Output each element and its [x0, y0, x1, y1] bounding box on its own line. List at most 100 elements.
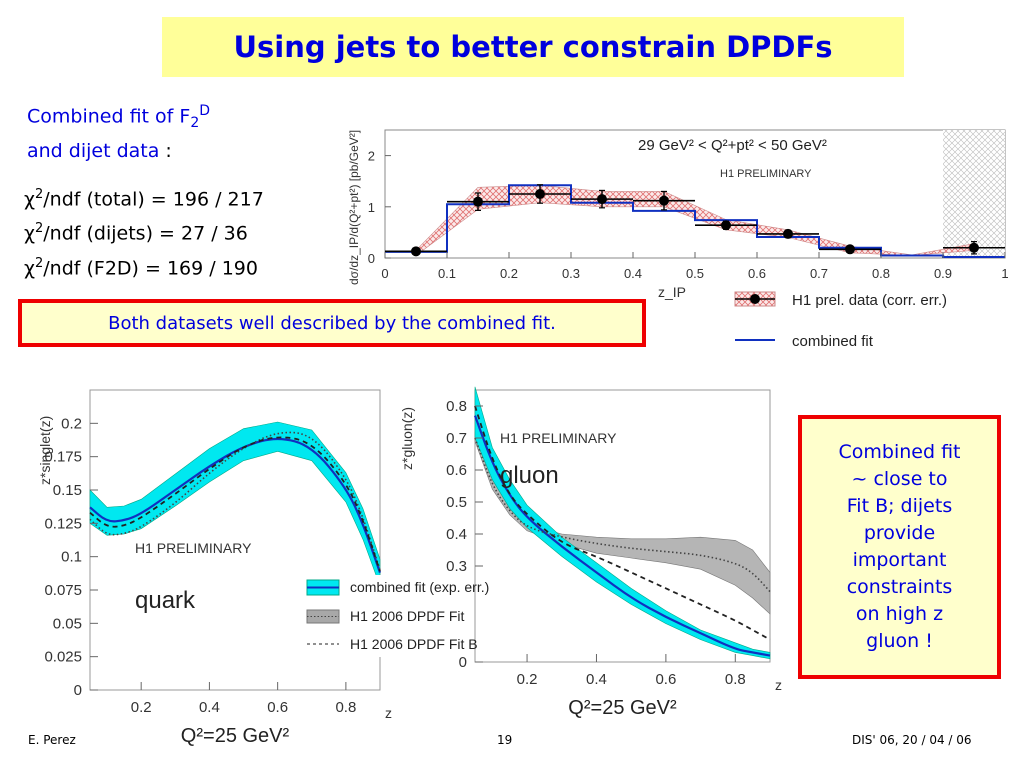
- data-point: [473, 196, 483, 207]
- x-tick-label: 0: [381, 266, 388, 281]
- slide-title: Using jets to better constrain DPDFs: [233, 30, 833, 64]
- y-tick-label: 0: [368, 251, 375, 266]
- footer-conference: DIS' 06, 20 / 04 / 06: [852, 733, 972, 747]
- chi-sup: 2: [34, 255, 44, 271]
- chi-sup: 2: [34, 187, 44, 202]
- chart-title: 29 GeV² < Q²+pt² < 50 GeV²: [638, 137, 827, 154]
- x-tick-label: 0.1: [438, 266, 456, 281]
- combined-fit-line: [89, 437, 382, 574]
- data-point: [969, 242, 979, 253]
- data-point: [411, 246, 421, 257]
- y-axis-label: z*gluon(z): [399, 407, 415, 470]
- intro-sup: D: [199, 103, 211, 119]
- y-tick-label: 0.125: [44, 515, 82, 532]
- chi2-total: χ2/ndf (total) = 196 / 217: [24, 180, 264, 214]
- pdf-label: gluon: [500, 462, 559, 489]
- data-point: [721, 220, 731, 231]
- excluded-region: [943, 130, 1005, 258]
- callout-datasets-text: Both datasets well described by the comb…: [108, 312, 556, 334]
- chi2-list: χ2/ndf (total) = 196 / 217 χ2/ndf (dijet…: [24, 180, 264, 283]
- y-tick-label: 0.175: [44, 449, 82, 466]
- subtitle-q2: Q²=25 GeV²: [181, 725, 290, 747]
- x-tick-label: 0.6: [748, 266, 766, 281]
- slide-title-box: Using jets to better constrain DPDFs: [162, 17, 904, 77]
- y-tick-label: 0.4: [446, 526, 467, 543]
- y-tick-label: 0.2: [61, 415, 82, 432]
- x-axis-label: z: [775, 677, 782, 693]
- h1-2006-fit-band: [474, 431, 771, 615]
- chi2-dijets: χ2/ndf (dijets) = 27 / 36: [24, 214, 264, 248]
- y-tick-label: 0.15: [53, 482, 82, 499]
- legend-label-fit: H1 2006 DPDF Fit: [350, 608, 464, 624]
- h1-preliminary-label: H1 PRELIMINARY: [135, 540, 252, 556]
- x-tick-label: 0.7: [810, 266, 828, 281]
- data-point: [535, 189, 545, 199]
- intro-line2: and dijet data: [27, 140, 160, 163]
- chi2-f2d-text: /ndf (F2D) = 169 / 190: [43, 256, 258, 279]
- footer-page-number: 19: [497, 733, 513, 747]
- h1-preliminary-label: H1 PRELIMINARY: [500, 430, 617, 446]
- x-tick-label: 0.4: [624, 266, 642, 281]
- gluon-chart: 0.2 0.4 0.6 0.8 0 0.3 0.4 0.5 0.6 0.7 0.8 z Q²=25 Ge…: [399, 386, 782, 719]
- h1-2006-fit-line: [89, 431, 381, 571]
- y-tick-label: 0: [459, 654, 467, 671]
- y-tick-label: 0.05: [53, 615, 82, 632]
- h1-2006-fit-b-line: [474, 405, 771, 641]
- intro-line1: Combined fit of F: [27, 105, 191, 128]
- y-tick-label: 0.5: [446, 494, 467, 511]
- x-tick-label: 0.2: [500, 266, 518, 281]
- x-tick-label: 0.3: [562, 266, 580, 281]
- chi-sup: 2: [34, 221, 44, 237]
- y-tick-label: 0.7: [446, 430, 467, 447]
- callout-gluon-line: constraints: [846, 576, 953, 598]
- chi-symbol: χ: [24, 256, 35, 279]
- y-tick-label: 0.3: [446, 558, 467, 575]
- x-tick-label: 0.9: [934, 266, 952, 281]
- legend-label-combined: combined fit (exp. err.): [350, 579, 489, 595]
- h1-2006-fit-b-line: [89, 436, 381, 572]
- y-axis-label: dσ/dz_IP/d(Q²+pt²) [pb/GeV²]: [347, 130, 361, 285]
- x-tick-label: 0.6: [655, 671, 676, 688]
- callout-gluon-line: Combined fit: [838, 441, 961, 463]
- callout-gluon-line: gluon !: [866, 630, 933, 652]
- y-tick-label: 0.1: [61, 549, 82, 566]
- data-point: [659, 195, 669, 206]
- h1-2006-fit-line: [474, 437, 771, 593]
- x-tick-label: 1: [1001, 266, 1008, 281]
- y-tick-label: 0.6: [446, 462, 467, 479]
- x-axis-label: z: [385, 705, 392, 721]
- pdf-label: quark: [135, 587, 196, 614]
- legend-labels: combined fit (exp. err.) H1 2006 DPDF Fit…: [350, 579, 489, 652]
- chi2-total-text: /ndf (total) = 196 / 217: [43, 188, 264, 211]
- x-tick-label: 0.2: [517, 671, 538, 688]
- x-axis-label: z_IP: [658, 284, 686, 300]
- x-tick-label: 0.8: [725, 671, 746, 688]
- callout-gluon-line: provide: [863, 522, 936, 544]
- y-tick-label: 0.075: [44, 582, 82, 599]
- data-point: [845, 244, 855, 255]
- y-axis-label: z*singlet(z): [37, 416, 53, 485]
- x-tick-label: 0.8: [335, 699, 356, 716]
- x-tick-label: 0.4: [586, 671, 607, 688]
- y-tick-label: 2: [368, 149, 375, 164]
- data-point: [783, 228, 793, 239]
- x-tick-label: 0.4: [199, 699, 220, 716]
- x-tick-label: 0.6: [267, 699, 288, 716]
- intro-sub: 2: [190, 115, 200, 132]
- x-tick-label: 0.2: [131, 699, 152, 716]
- callout-gluon-line: ~ close to: [851, 468, 948, 490]
- dijet-xsec-chart: 0 0.1 0.2 0.3 0.4 0.5 0.6 0.7 0.8 0.9 1 0 1 2 29 GeV² …: [347, 129, 1009, 350]
- x-tick-label: 0.8: [872, 266, 890, 281]
- legend-label-fit: combined fit: [792, 333, 874, 350]
- legend-data-marker: [750, 294, 760, 304]
- y-tick-label: 0.8: [446, 398, 467, 415]
- callout-gluon: Combined fit ~ close to Fit B; dijets pr…: [798, 415, 1001, 679]
- callout-datasets: Both datasets well described by the comb…: [18, 299, 646, 347]
- chi2-dijets-text: /ndf (dijets) = 27 / 36: [43, 222, 248, 245]
- legend-label-fitb: H1 2006 DPDF Fit B: [350, 636, 478, 652]
- y-tick-label: 0.025: [44, 649, 82, 666]
- subtitle-q2: Q²=25 GeV²: [568, 697, 677, 719]
- intro-text: Combined fit of F2D and dijet data :: [27, 97, 210, 165]
- chi2-f2d: χ2/ndf (F2D) = 169 / 190: [24, 249, 264, 283]
- intro-colon: :: [159, 140, 172, 163]
